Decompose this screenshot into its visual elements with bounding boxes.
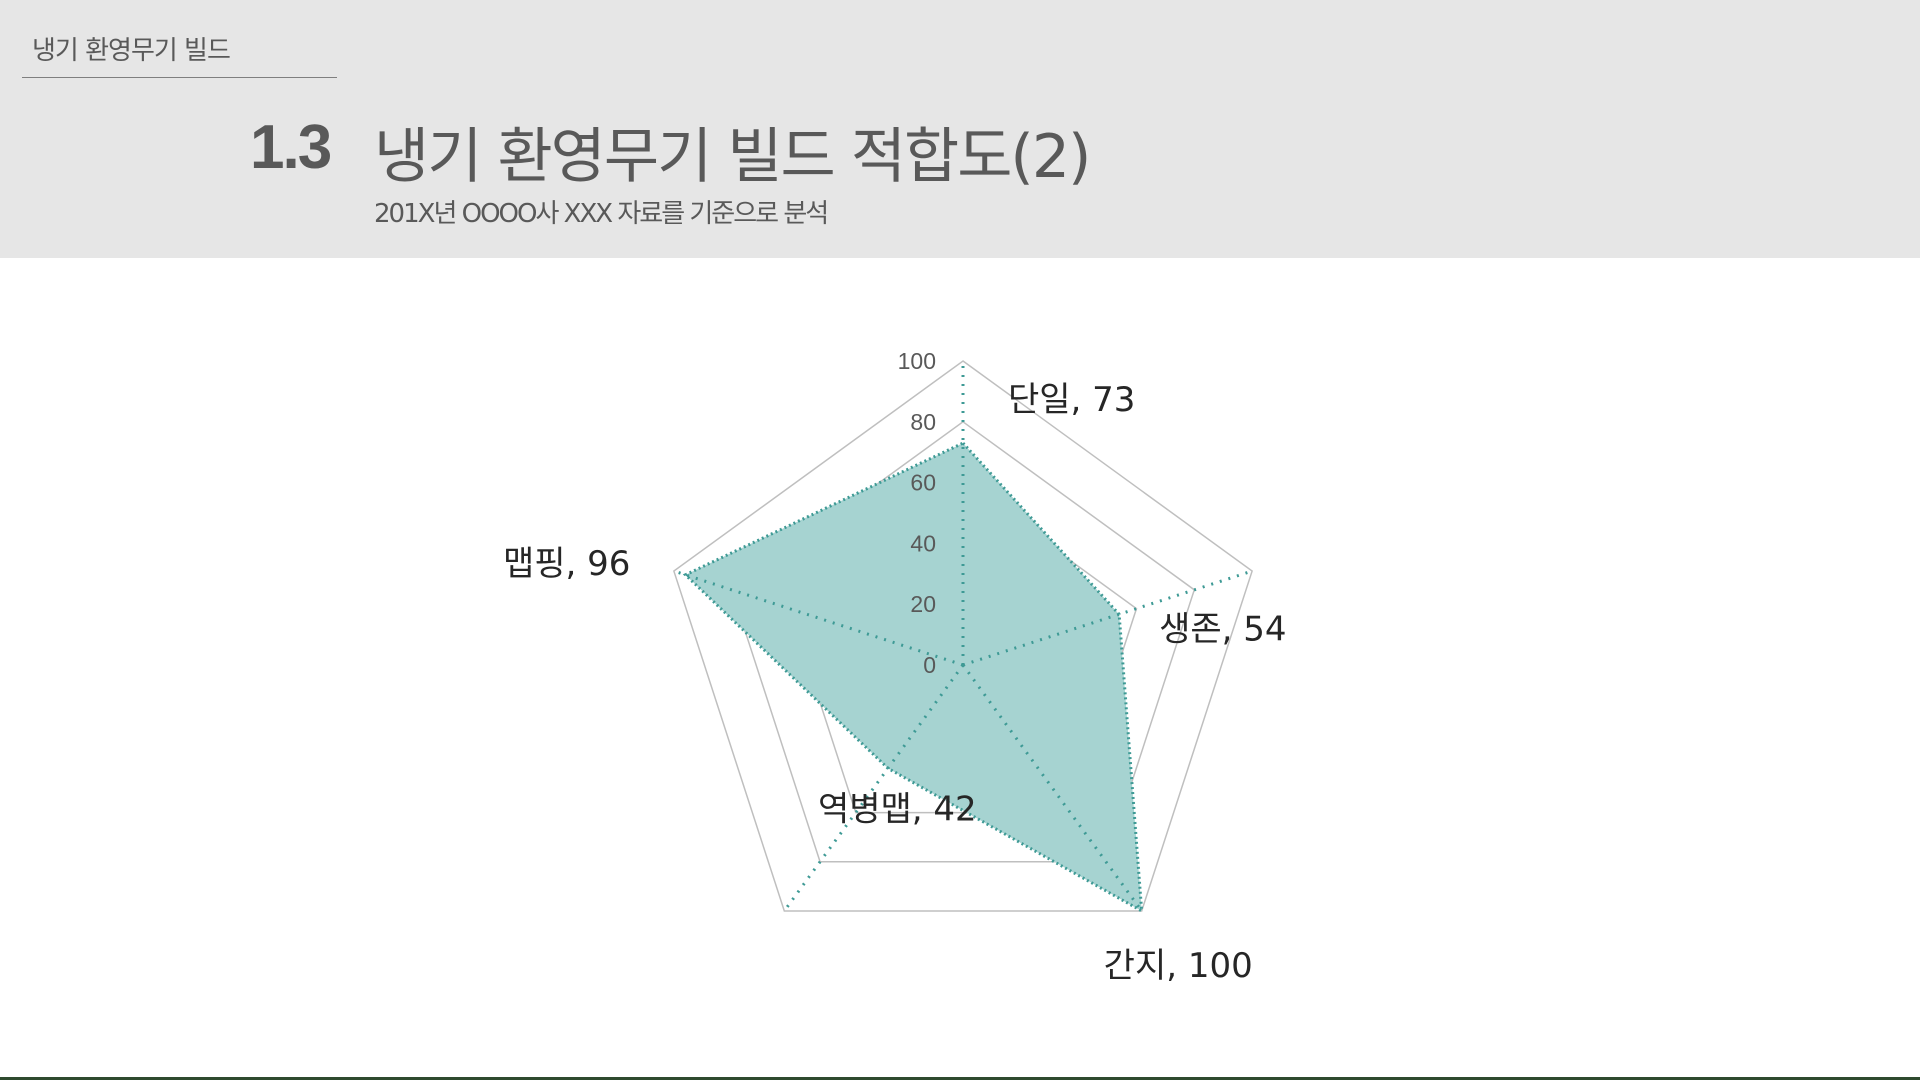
tick-label-40: 40 — [910, 530, 936, 556]
section-number: 1.3 — [250, 113, 332, 182]
breadcrumb: 냉기 환영무기 빌드 — [32, 36, 231, 66]
data-label-1: 단일, 73 — [1008, 380, 1135, 420]
data-label-4: 역병맵, 42 — [818, 789, 977, 829]
axis-spoke-5 — [673, 569, 964, 667]
tick-label-60: 60 — [910, 470, 936, 496]
data-label-2: 생존, 54 — [1159, 609, 1286, 649]
header-band — [0, 0, 1920, 258]
bottom-divider — [0, 1077, 1920, 1080]
breadcrumb-divider — [22, 77, 337, 78]
tick-label-80: 80 — [910, 409, 936, 435]
tick-label-20: 20 — [910, 591, 936, 617]
page-title: 냉기 환영무기 빌드 적합도(2) — [374, 122, 1091, 192]
axis-spoke-4 — [783, 664, 965, 912]
tick-label-100: 100 — [898, 348, 936, 374]
page-subtitle: 201X년 OOOO사 XXX 자료를 기준으로 분석 — [374, 199, 829, 229]
data-label-5: 맵핑, 96 — [503, 544, 630, 584]
axis-spoke-2 — [962, 569, 1253, 667]
tick-label-0: 0 — [923, 652, 936, 678]
data-label-3: 간지, 100 — [1104, 946, 1253, 986]
series-area — [682, 441, 1144, 914]
axis-spoke-3 — [961, 664, 1143, 912]
grid-ring-100 — [672, 360, 1254, 912]
